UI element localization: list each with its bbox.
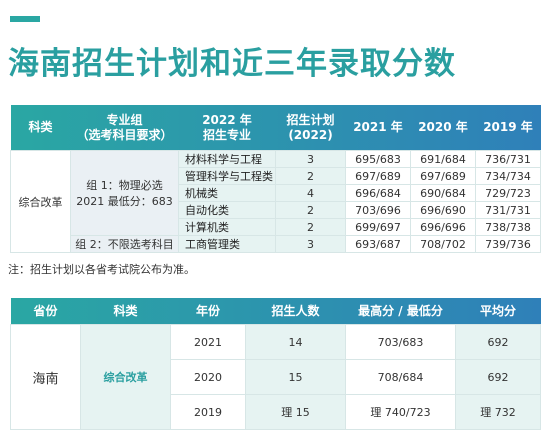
cell: 4 (275, 184, 346, 202)
cell: 736/731 (475, 150, 541, 168)
cell: 2 (275, 218, 346, 236)
text-line: 2021 最低分：683 (76, 195, 173, 208)
header-cell: 招生人数 (271, 303, 320, 318)
cell: 理 732 (455, 394, 541, 430)
header-cell: 省份 (33, 303, 58, 318)
cell: 3 (275, 150, 346, 168)
cell: 695/683 (345, 150, 411, 168)
cell: 理 15 (245, 394, 346, 430)
cell: 692 (455, 359, 541, 395)
cell: 696/684 (345, 184, 411, 202)
cell: 699/697 (345, 218, 411, 236)
cell: 690/684 (410, 184, 476, 202)
cell: 15 (245, 359, 346, 395)
note: 注：招生计划以各省考试院公布为准。 (8, 263, 195, 276)
cell: 自动化类 (178, 201, 276, 219)
cell: 2019 (170, 394, 246, 430)
row: 综合改革组 1：物理必选 2021 最低分：683 材料科学与工程 3 695/683 6… (10, 150, 541, 253)
header-cell: 科类 (113, 303, 138, 318)
row: 自动化类 2 703/696 696/690 731/731 (11, 201, 541, 219)
text-line: 组 2：不限选考科目 (75, 238, 174, 251)
header-cell: 平均分 (479, 303, 516, 318)
text-line: 专业组 (106, 112, 143, 127)
cell: 731/731 (475, 201, 541, 219)
text-line: (2022) (288, 127, 333, 142)
cell: 692 (455, 324, 541, 360)
header-cell: 年份 (195, 303, 220, 318)
row: 海南 综合改革 2021 14 703/683 692 (10, 324, 541, 430)
header-cell: 专业组 （选考科目要求） (71, 105, 179, 151)
cell: 2021 (170, 324, 246, 360)
cell: 697/689 (345, 167, 411, 185)
cell: 738/738 (475, 218, 541, 236)
row: 管理科学与工程类 2 697/689 697/689 734/734 (11, 167, 541, 185)
cell: 计算机类 (178, 218, 276, 236)
header-cell: 科类 (11, 105, 71, 151)
cell: 703/683 (345, 324, 456, 360)
cell: 3 (275, 235, 346, 253)
header-cell: 2019 年 (476, 105, 541, 151)
cell: 工商管理类 (178, 235, 276, 253)
text-line: 2022 年 (202, 112, 252, 127)
cell: 734/734 (475, 167, 541, 185)
group-cell: 组 1：物理必选 2021 最低分：683 (70, 150, 179, 236)
text-line: 招生计划 (286, 112, 335, 127)
cell: 693/687 (345, 235, 411, 253)
header-cell: 2020 年 (411, 105, 476, 151)
header-cell: 2021 年 (346, 105, 411, 151)
row: 2019 理 15 理 740/723 理 732 (11, 394, 541, 430)
accent-bar (10, 16, 40, 22)
cell: 2 (275, 167, 346, 185)
text-line: 科类 (28, 120, 53, 134)
group-cell: 组 2：不限选考科目 (70, 235, 179, 253)
text-line: 2021 年 (353, 120, 403, 134)
province-cell: 海南 (10, 324, 81, 430)
category-cell: 综合改革 (80, 324, 171, 430)
cell: 708/684 (345, 359, 456, 395)
row: 2020 15 708/684 692 (11, 359, 541, 395)
cell: 696/696 (410, 218, 476, 236)
cell: 机械类 (178, 184, 276, 202)
header-cell: 招生计划 (2022) (276, 105, 346, 151)
cell: 739/736 (475, 235, 541, 253)
table-history: 省份 科类 年份 招生人数 最高分 / 最低分 平均分 海南 综合改革 2021 14 703/6… (10, 298, 541, 430)
cell: 729/723 (475, 184, 541, 202)
header-cell: 最高分 / 最低分 (358, 303, 443, 318)
cell: 708/702 (410, 235, 476, 253)
header-cell: 2022 年招生专业 (179, 105, 276, 151)
category-cell: 综合改革 (10, 150, 71, 253)
text-line: 2020 年 (418, 120, 468, 134)
cell: 14 (245, 324, 346, 360)
text-line: 组 1：物理必选 (86, 179, 163, 192)
cell: 697/689 (410, 167, 476, 185)
text-line: 招生专业 (202, 127, 251, 142)
cell: 696/690 (410, 201, 476, 219)
row: 计算机类 2 699/697 696/696 738/738 (11, 218, 541, 236)
row: 组 2：不限选考科目 工商管理类 3 693/687 708/702 739/736 (11, 235, 541, 253)
cell: 2 (275, 201, 346, 219)
cell: 材料科学与工程 (178, 150, 276, 168)
text-line: 2019 年 (483, 120, 533, 134)
cell: 理 740/723 (345, 394, 456, 430)
cell: 管理科学与工程类 (178, 167, 276, 185)
text-line: （选考科目要求） (76, 127, 173, 142)
cell: 2020 (170, 359, 246, 395)
cell: 691/684 (410, 150, 476, 168)
title: 海南招生计划和近三年录取分数 (8, 46, 456, 82)
cell: 703/696 (345, 201, 411, 219)
